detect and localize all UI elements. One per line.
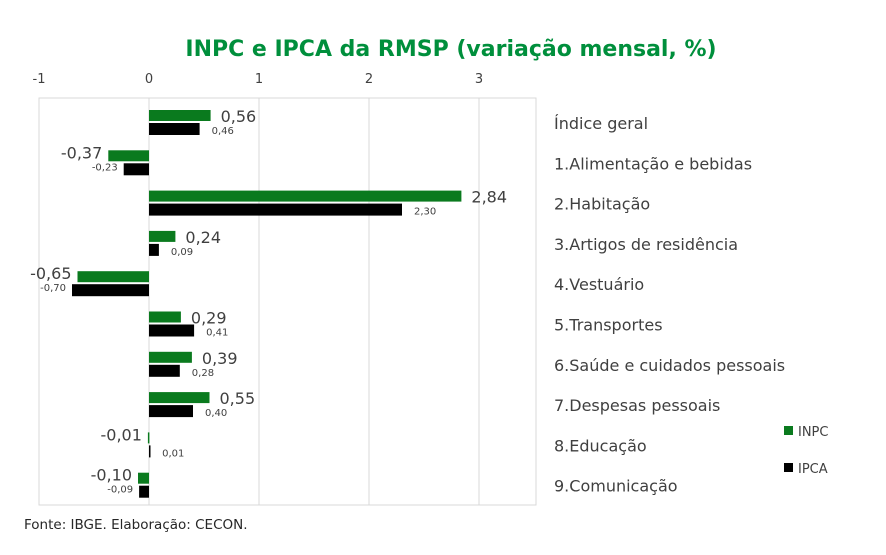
bar-inpc [149, 110, 211, 121]
gridlines [148, 98, 480, 505]
bar-ipca [149, 203, 402, 216]
category-label: Índice geral [554, 114, 648, 133]
x-tick-label: 2 [365, 72, 373, 87]
bar-inpc [149, 311, 181, 323]
data-label-ipca: -0,09 [107, 485, 133, 496]
legend-label-inpc: INPC [798, 425, 828, 440]
category-labels: Índice geral 1.Alimentação e bebidas 2.Hab… [554, 114, 785, 496]
data-label-inpc: 0,29 [191, 309, 227, 328]
data-label-inpc: -0,37 [61, 143, 102, 162]
data-label-inpc: 0,39 [202, 349, 238, 368]
category-label: 4.Vestuário [554, 275, 644, 294]
bar-inpc [149, 190, 462, 202]
x-tick-label: 0 [145, 72, 153, 87]
chart-title: INPC e IPCA da RMSP (variação mensal, %) [185, 37, 716, 62]
data-label-ipca: 0,40 [205, 408, 227, 419]
bar-ipca [149, 405, 193, 418]
bar-ipca [149, 123, 200, 135]
bar-inpc [147, 432, 150, 444]
bar-inpc [77, 271, 149, 283]
legend: INPC IPCA [784, 425, 828, 477]
plot-area [38, 97, 537, 506]
data-labels: 0,560,46-0,37-0,232,842,300,240,09-0,65-… [30, 107, 507, 496]
bar-inpc [149, 351, 192, 363]
category-label: 1.Alimentação e bebidas [554, 154, 752, 173]
data-label-ipca: 0,41 [206, 328, 228, 339]
bar-ipca [149, 445, 151, 458]
bar-ipca [139, 485, 149, 498]
data-label-inpc: 0,56 [221, 107, 257, 126]
data-label-ipca: 2,30 [414, 207, 436, 218]
x-tick-label: -1 [33, 72, 46, 87]
x-tick-label: 3 [475, 72, 483, 87]
bar-ipca [149, 324, 195, 337]
data-label-inpc: 0,24 [185, 228, 221, 247]
x-axis-ticks: -1 0 1 2 3 [33, 72, 484, 87]
bar-ipca [149, 364, 180, 377]
legend-swatch-ipca [784, 463, 793, 472]
bar-inpc [149, 392, 210, 404]
data-label-ipca: -0,23 [92, 162, 118, 173]
bar-ipca [72, 284, 149, 297]
bar-ipca [123, 163, 149, 176]
category-label: 2.Habitação [554, 195, 650, 214]
data-label-inpc: 2,84 [471, 188, 507, 207]
legend-label-ipca: IPCA [798, 462, 828, 477]
data-label-ipca: 0,01 [162, 448, 184, 459]
bars [72, 110, 462, 498]
category-label: 7.Despesas pessoais [554, 396, 720, 415]
data-label-inpc: 0,55 [220, 389, 256, 408]
x-tick-label: 1 [255, 72, 263, 87]
category-label: 5.Transportes [554, 316, 663, 335]
bar-inpc [108, 150, 149, 162]
data-label-ipca: 0,28 [192, 368, 214, 379]
data-label-inpc: -0,65 [30, 264, 71, 283]
bar-inpc [138, 472, 149, 484]
category-label: 9.Comunicação [554, 477, 678, 496]
bar-ipca [149, 243, 159, 256]
data-label-ipca: 0,46 [212, 126, 234, 137]
legend-swatch-inpc [784, 426, 793, 435]
source-note: Fonte: IBGE. Elaboração: CECON. [24, 517, 248, 533]
category-label: 8.Educação [554, 436, 647, 455]
data-label-inpc: -0,10 [91, 466, 132, 485]
data-label-inpc: -0,01 [100, 425, 141, 444]
category-label: 3.Artigos de residência [554, 235, 738, 254]
category-label: 6.Saúde e cuidados pessoais [554, 356, 785, 375]
data-label-ipca: 0,09 [171, 247, 193, 258]
data-label-ipca: -0,70 [40, 283, 66, 294]
bar-inpc [149, 230, 176, 242]
